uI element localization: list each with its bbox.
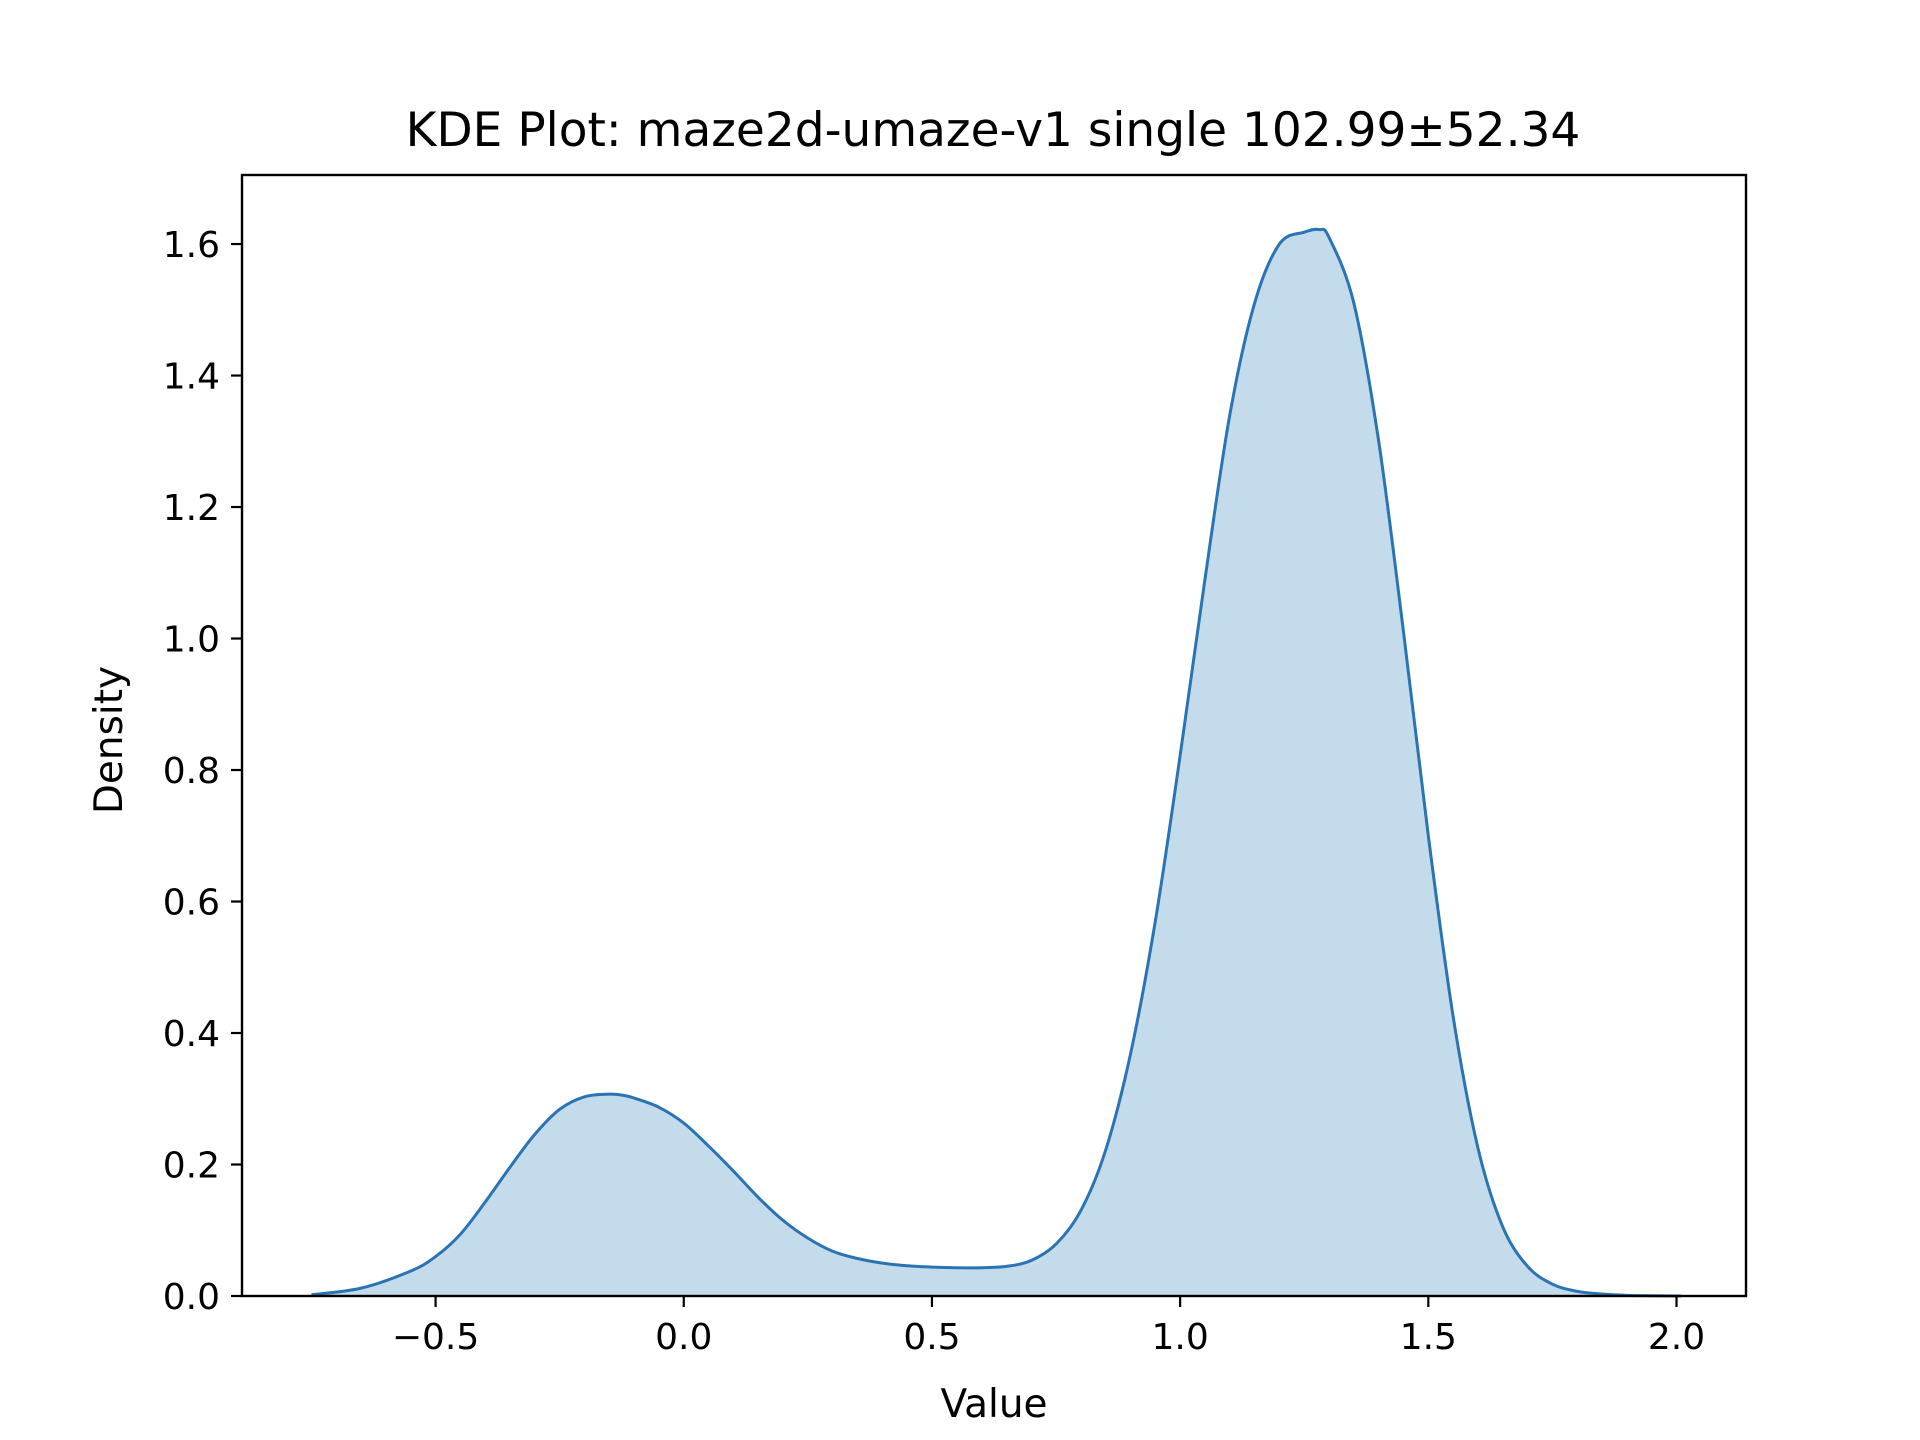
density-fill-area (311, 229, 1682, 1297)
plot-area (311, 227, 1682, 1298)
x-tick-label: 1.5 (1400, 1317, 1457, 1358)
y-tick-label: 0.6 (163, 883, 220, 924)
y-tick-label: 1.0 (163, 620, 220, 661)
axes-frame (240, 173, 1748, 1298)
x-tick-label: −0.5 (392, 1317, 479, 1358)
y-tick-label: 1.4 (163, 357, 220, 398)
y-tick-label: 1.2 (163, 488, 220, 529)
y-axis-ticks: 0.0 0.2 0.4 0.6 0.8 1.0 1.2 1.4 1.6 (163, 225, 242, 1318)
x-axis-label: Value (940, 1382, 1047, 1427)
y-tick-label: 0.2 (163, 1146, 220, 1187)
y-tick-label: 1.6 (163, 225, 220, 266)
x-axis-ticks: −0.5 0.0 0.5 1.0 1.5 2.0 (392, 1296, 1705, 1358)
x-tick-label: 2.0 (1648, 1317, 1705, 1358)
y-tick-label: 0.8 (163, 751, 220, 792)
chart-title: KDE Plot: maze2d-umaze-v1 single 102.99±… (406, 103, 1581, 158)
x-tick-label: 0.0 (655, 1317, 712, 1358)
y-tick-label: 0.0 (163, 1277, 220, 1318)
x-tick-label: 1.0 (1152, 1317, 1209, 1358)
y-axis-label: Density (87, 666, 132, 814)
y-tick-label: 0.4 (163, 1014, 220, 1055)
x-tick-label: 0.5 (903, 1317, 960, 1358)
density-curve-line (311, 227, 1682, 1298)
